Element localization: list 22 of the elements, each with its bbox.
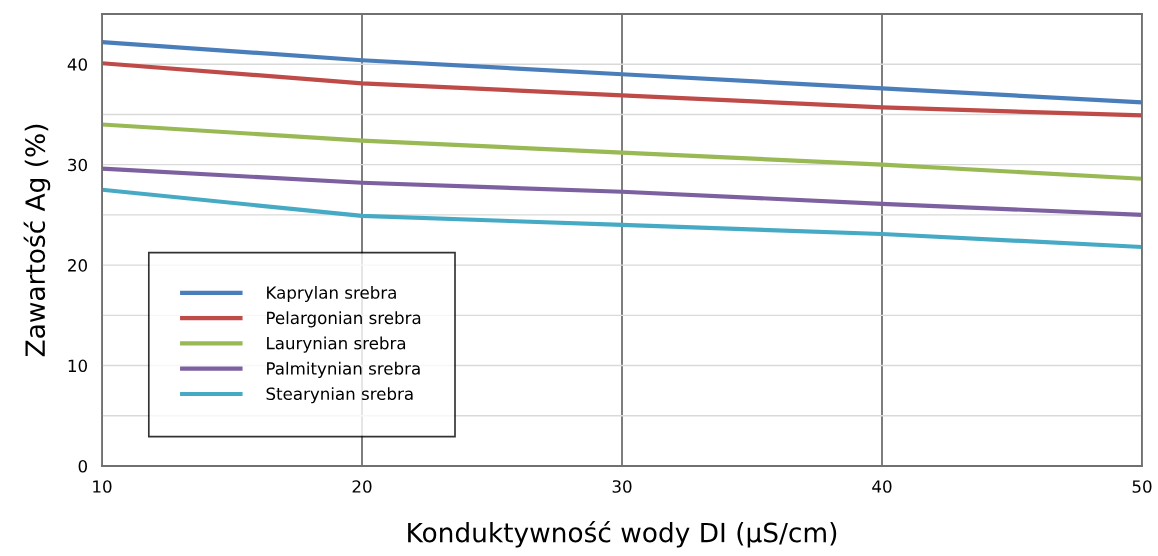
legend-label: Laurynian srebra bbox=[267, 336, 406, 353]
y-tick-label: 40 bbox=[67, 58, 87, 71]
x-tick-label: 50 bbox=[1132, 480, 1152, 493]
y-tick-label: 10 bbox=[68, 359, 87, 373]
line-series bbox=[102, 40, 1142, 105]
legend-label: Kaprylan srebra bbox=[267, 285, 396, 303]
y-axis-title: Zawartość Ag (%) bbox=[23, 124, 51, 357]
line-series bbox=[102, 166, 1142, 217]
x-tick-label: 20 bbox=[352, 480, 372, 493]
legend-label: Pelargonian srebra bbox=[267, 311, 421, 328]
line-series bbox=[102, 122, 1142, 181]
x-tick-label: 10 bbox=[93, 480, 112, 493]
x-tick-label: 40 bbox=[872, 480, 892, 493]
x-axis-title: Konduktywność wody DI (µS/cm) bbox=[408, 521, 837, 548]
x-tick-label: 30 bbox=[612, 480, 632, 493]
legend-label: Stearynian srebra bbox=[266, 387, 413, 404]
line-series bbox=[102, 61, 1142, 118]
y-tick-label: 30 bbox=[68, 158, 87, 172]
line-series bbox=[102, 187, 1142, 250]
y-tick-label: 0 bbox=[78, 459, 87, 473]
y-tick-label: 20 bbox=[68, 259, 87, 272]
legend-label: Palmitynian srebra bbox=[267, 361, 420, 378]
